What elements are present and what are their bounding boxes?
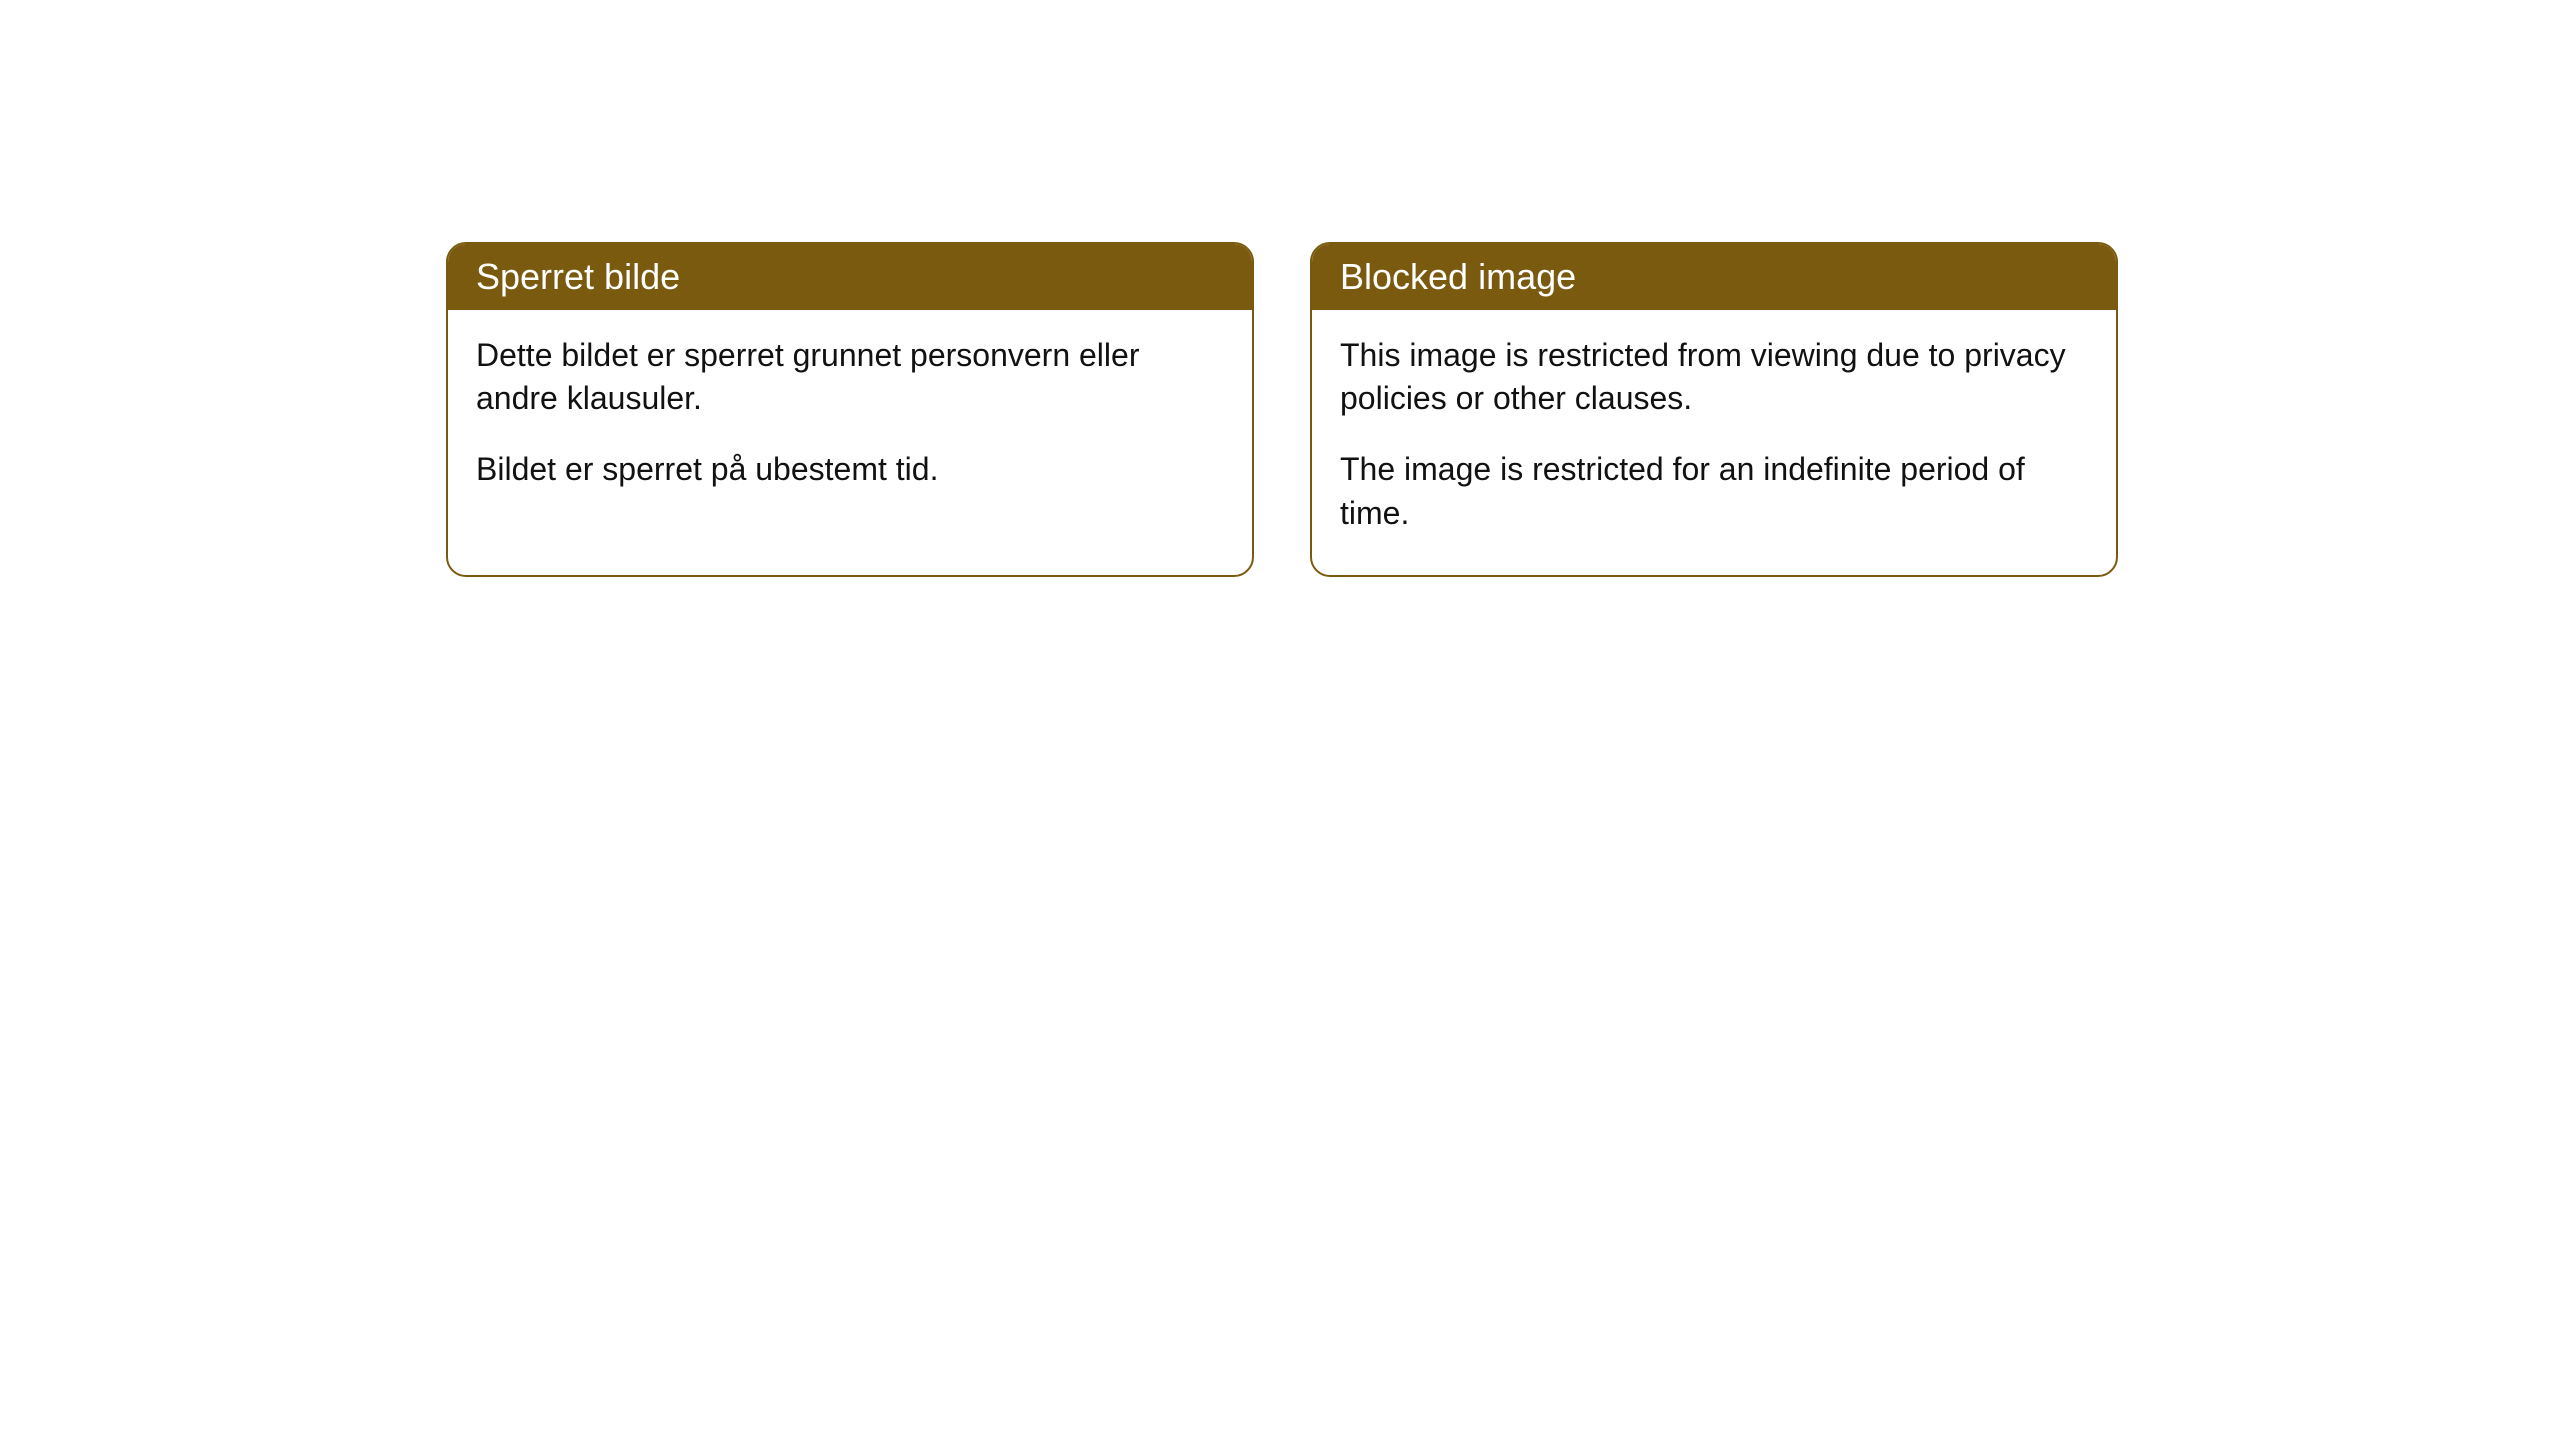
card-title: Sperret bilde	[476, 256, 680, 297]
card-title: Blocked image	[1340, 256, 1576, 297]
card-paragraph: Bildet er sperret på ubestemt tid.	[476, 448, 1224, 491]
card-body-norwegian: Dette bildet er sperret grunnet personve…	[448, 310, 1252, 532]
card-header-english: Blocked image	[1312, 244, 2116, 310]
card-english: Blocked image This image is restricted f…	[1310, 242, 2118, 577]
card-paragraph: Dette bildet er sperret grunnet personve…	[476, 334, 1224, 420]
card-norwegian: Sperret bilde Dette bildet er sperret gr…	[446, 242, 1254, 577]
card-paragraph: The image is restricted for an indefinit…	[1340, 448, 2088, 534]
cards-container: Sperret bilde Dette bildet er sperret gr…	[446, 242, 2118, 577]
card-body-english: This image is restricted from viewing du…	[1312, 310, 2116, 575]
card-paragraph: This image is restricted from viewing du…	[1340, 334, 2088, 420]
card-header-norwegian: Sperret bilde	[448, 244, 1252, 310]
